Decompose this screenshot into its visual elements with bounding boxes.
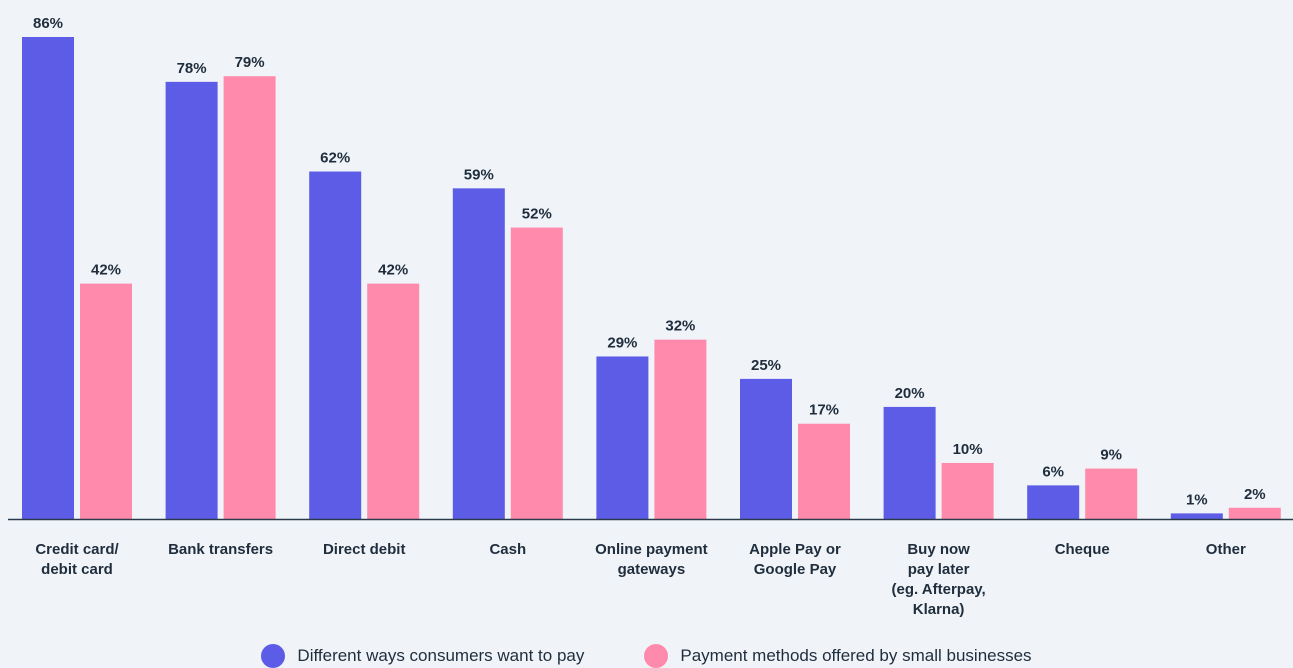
value-label-consumers-3: 59%	[464, 166, 494, 183]
bar-chart: 86% 42% Credit card/debit card 78% 79% Bank t…	[8, 15, 1293, 618]
category-label-7: Cheque	[1055, 541, 1110, 558]
category-label-8: Other	[1206, 541, 1246, 558]
category-label-line: pay later	[908, 561, 970, 578]
value-label-consumers-7: 6%	[1042, 463, 1064, 480]
bar-consumers-0	[22, 37, 74, 519]
bar-businesses-8	[1228, 507, 1281, 519]
legend-label-businesses: Payment methods offered by small busines…	[680, 646, 1032, 665]
value-label-businesses-6: 10%	[953, 441, 983, 458]
value-label-businesses-7: 9%	[1100, 447, 1122, 464]
value-label-businesses-8: 2%	[1244, 486, 1266, 503]
value-label-businesses-1: 79%	[235, 54, 265, 71]
category-label-line: Cheque	[1055, 541, 1110, 558]
category-label-0: Credit card/debit card	[35, 541, 119, 578]
bar-consumers-8	[1170, 513, 1223, 519]
value-label-consumers-0: 86%	[33, 15, 63, 32]
value-label-businesses-3: 52%	[522, 206, 552, 223]
category-label-line: debit card	[41, 561, 113, 578]
category-label-line: gateways	[618, 561, 686, 578]
bar-businesses-1	[223, 76, 276, 520]
category-label-line: (eg. Afterpay,	[892, 581, 986, 598]
legend: Different ways consumers want to pay Pay…	[0, 644, 1293, 668]
category-label-line: Klarna)	[913, 601, 965, 618]
bar-consumers-2	[309, 171, 362, 519]
bar-businesses-2	[367, 283, 420, 519]
category-label-2: Direct debit	[323, 541, 406, 558]
bar-businesses-0	[80, 283, 132, 519]
category-label-line: Apple Pay or	[749, 541, 841, 558]
value-label-consumers-8: 1%	[1186, 491, 1208, 508]
bar-consumers-6	[883, 406, 936, 519]
category-label-line: Google Pay	[754, 561, 837, 578]
category-label-5: Apple Pay or Google Pay	[749, 541, 841, 578]
category-label-6: Buy now pay later (eg. Afterpay, Klarna)	[892, 541, 986, 618]
legend-item-consumers: Different ways consumers want to pay	[261, 644, 584, 668]
value-label-consumers-6: 20%	[895, 385, 925, 402]
category-label-line: Buy now	[907, 541, 970, 558]
bar-businesses-4	[654, 339, 707, 519]
value-label-consumers-1: 78%	[177, 60, 207, 77]
value-label-businesses-5: 17%	[809, 402, 839, 419]
value-label-consumers-2: 62%	[320, 150, 350, 167]
value-label-businesses-2: 42%	[378, 262, 408, 279]
bar-businesses-3	[510, 227, 563, 519]
bar-consumers-4	[596, 356, 649, 519]
bar-businesses-7	[1085, 468, 1138, 519]
legend-label-consumers: Different ways consumers want to pay	[297, 646, 585, 665]
category-label-line: Direct debit	[323, 541, 406, 558]
category-label-line: Other	[1206, 541, 1246, 558]
bar-consumers-3	[452, 188, 505, 520]
bar-businesses-6	[941, 462, 994, 519]
bar-consumers-7	[1027, 485, 1080, 519]
category-label-1: Bank transfers	[168, 541, 273, 558]
value-label-businesses-0: 42%	[91, 262, 121, 279]
value-label-consumers-5: 25%	[751, 357, 781, 374]
category-label-line: Credit card/	[35, 541, 119, 558]
category-label-line: Bank transfers	[168, 541, 273, 558]
legend-swatch-businesses	[644, 644, 669, 668]
value-label-consumers-4: 29%	[607, 334, 637, 351]
bar-businesses-5	[798, 423, 850, 519]
category-label-3: Cash	[489, 541, 526, 558]
category-label-4: Online payment gateways	[595, 541, 708, 578]
legend-swatch-consumers	[261, 644, 286, 668]
bar-consumers-1	[165, 81, 218, 519]
category-label-line: Cash	[489, 541, 526, 558]
category-label-line: Online payment	[595, 541, 708, 558]
bar-consumers-5	[740, 378, 792, 519]
legend-item-businesses: Payment methods offered by small busines…	[644, 644, 1032, 668]
value-label-businesses-4: 32%	[665, 318, 695, 335]
